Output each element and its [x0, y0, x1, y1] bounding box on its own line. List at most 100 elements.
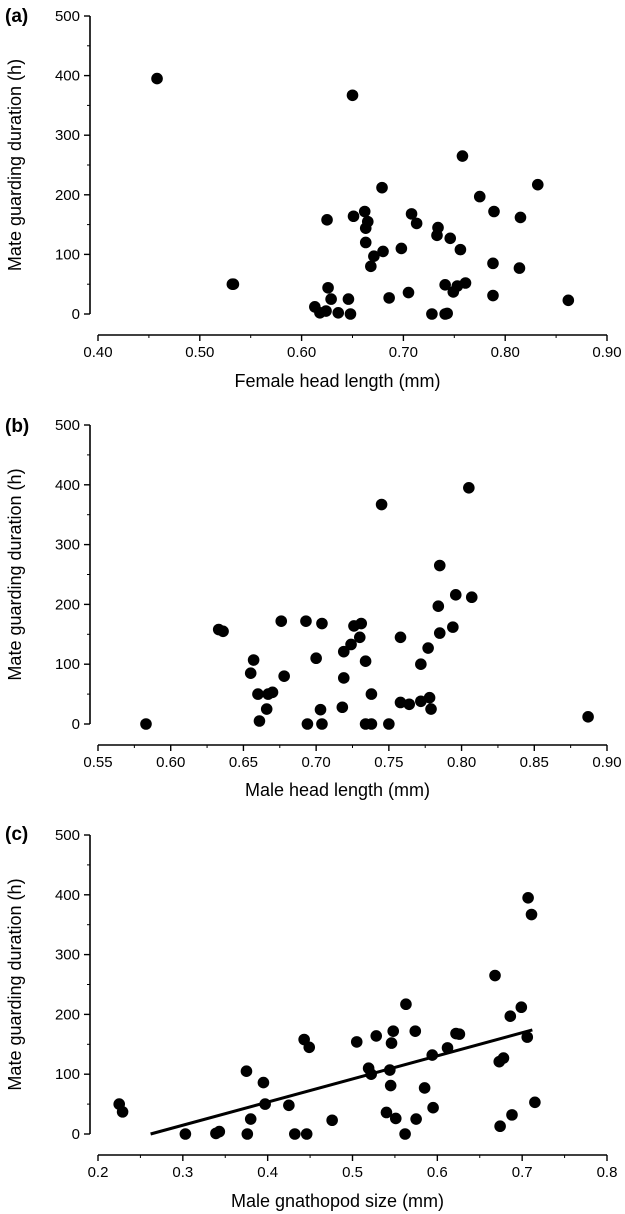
chart-panel-1: 0 100 200 300 400 500 0.55 0.60 0.65 0.70 0.75 0.80… — [5, 416, 622, 800]
y-tick-label: 300 — [55, 947, 80, 964]
y-tick-label: 100 — [55, 656, 80, 673]
data-point — [493, 1055, 506, 1068]
panel-label: (b) — [5, 416, 29, 437]
data-point — [326, 1114, 338, 1127]
data-point — [422, 642, 434, 654]
regression-line — [150, 1028, 533, 1136]
data-point — [441, 307, 453, 320]
data-point — [473, 190, 486, 203]
data-point — [399, 1128, 411, 1140]
data-point — [244, 667, 257, 679]
data-point — [260, 703, 273, 715]
data-point — [321, 214, 333, 226]
data-point — [377, 245, 389, 258]
y-tick-label: 300 — [55, 537, 80, 554]
data-point — [301, 718, 314, 730]
data-point — [368, 250, 380, 262]
data-point — [383, 292, 395, 304]
data-point — [562, 294, 575, 307]
data-point — [504, 1010, 517, 1022]
y-tick-label: 0 — [72, 1126, 80, 1143]
data-point — [395, 242, 408, 255]
data-point — [316, 718, 328, 730]
x-tick-label: 0.60 — [287, 344, 316, 361]
data-point — [389, 1112, 402, 1125]
y-tick-label: 500 — [55, 417, 80, 434]
panel-label: (c) — [5, 824, 28, 845]
data-point — [444, 232, 457, 245]
data-point — [300, 615, 312, 627]
data-point — [179, 1128, 192, 1140]
x-tick-label: 0.4 — [257, 1164, 278, 1181]
data-point — [513, 262, 526, 274]
data-point — [375, 498, 388, 511]
data-point — [426, 308, 438, 320]
data-point — [402, 286, 415, 299]
data-point — [241, 1128, 254, 1140]
data-point — [387, 1025, 400, 1037]
data-point — [447, 621, 459, 633]
data-point — [300, 1128, 313, 1140]
data-point — [259, 1098, 271, 1110]
data-point — [447, 286, 460, 298]
data-point — [253, 715, 266, 727]
data-point — [283, 1099, 295, 1112]
chart-panel-0: 0 100 200 300 400 500 0.40 0.50 0.60 0.70 0.80 0.90… — [5, 6, 622, 391]
x-tick-label: 0.3 — [172, 1164, 193, 1181]
y-tick-label: 100 — [55, 1066, 80, 1083]
x-tick-label: 0.70 — [389, 344, 418, 361]
data-point — [346, 89, 359, 102]
data-point — [358, 205, 371, 218]
data-point — [257, 1076, 270, 1089]
data-point — [394, 631, 407, 644]
x-tick-label: 0.50 — [185, 344, 214, 361]
data-point — [384, 1079, 397, 1092]
data-point — [376, 181, 388, 194]
y-tick-label: 200 — [55, 596, 80, 613]
y-tick-label: 300 — [55, 127, 80, 144]
data-point — [441, 1042, 454, 1054]
data-point — [370, 1030, 383, 1042]
data-point — [487, 257, 499, 270]
x-tick-label: 0.5 — [342, 1164, 363, 1181]
data-point — [432, 600, 445, 612]
data-point — [415, 695, 427, 708]
data-point — [456, 150, 469, 162]
data-point — [244, 1113, 257, 1125]
data-point — [116, 1106, 129, 1118]
y-axis-title: Mate guarding duration (h) — [5, 878, 25, 1090]
x-tick-label: 0.80 — [447, 754, 476, 771]
data-point — [531, 178, 544, 191]
x-tick-label: 0.8 — [597, 1164, 618, 1181]
data-point — [494, 1120, 506, 1133]
y-axis-title: Mate guarding duration (h) — [5, 468, 25, 680]
data-point — [310, 652, 322, 665]
data-point — [394, 696, 407, 709]
data-point — [347, 210, 360, 223]
data-point — [278, 670, 290, 682]
x-tick-label: 0.85 — [520, 754, 549, 771]
data-point — [325, 293, 337, 305]
data-point — [240, 1065, 253, 1078]
data-point — [582, 711, 594, 723]
y-tick-label: 500 — [55, 827, 80, 844]
data-point — [439, 278, 451, 291]
data-point — [353, 631, 366, 644]
data-point — [348, 620, 360, 632]
y-axis-title: Mate guarding duration (h) — [5, 59, 25, 271]
data-point — [365, 1068, 377, 1080]
data-point — [405, 208, 418, 220]
y-tick-label: 200 — [55, 1006, 80, 1023]
data-point — [418, 1082, 431, 1094]
data-point — [337, 672, 350, 684]
x-tick-label: 0.60 — [156, 754, 185, 771]
data-point — [415, 658, 427, 670]
x-tick-label: 0.90 — [592, 344, 621, 361]
data-point — [322, 281, 334, 294]
data-point — [266, 686, 279, 699]
data-point — [365, 718, 378, 730]
y-tick-label: 400 — [55, 477, 80, 494]
data-point — [350, 1036, 363, 1048]
data-point — [289, 1128, 301, 1140]
data-point — [449, 589, 462, 601]
